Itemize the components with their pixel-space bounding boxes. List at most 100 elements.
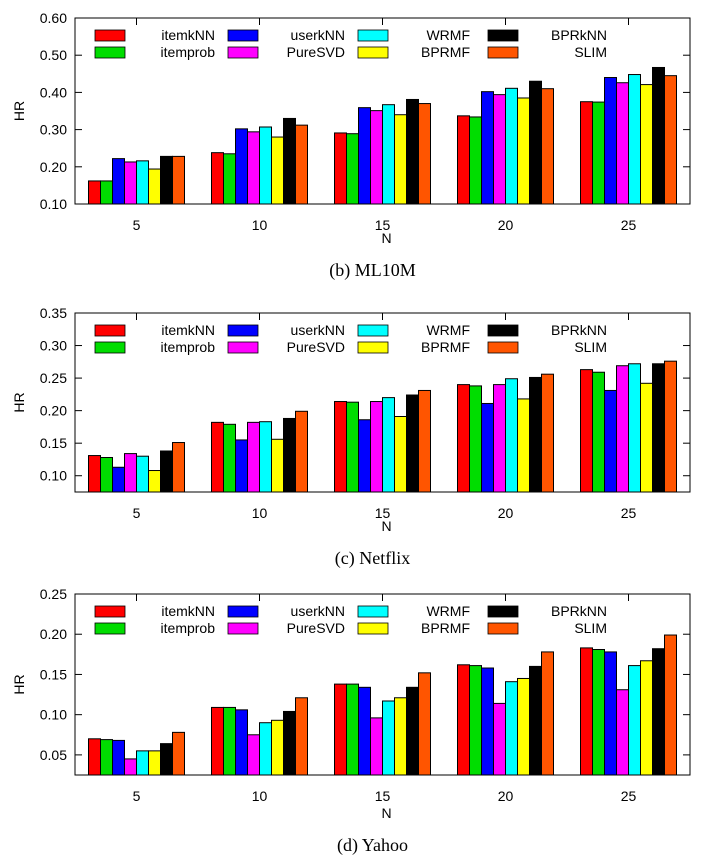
y-tick-label: 0.10 <box>40 196 67 212</box>
y-axis-label: HR <box>11 674 27 694</box>
y-tick-label: 0.15 <box>40 666 67 682</box>
bar-userknn-n15 <box>358 419 371 493</box>
y-axis-label: HR <box>11 392 27 412</box>
bar-puresvd-n5 <box>124 758 137 776</box>
bar-bprmf-n5 <box>148 470 161 493</box>
bar-userknn-n10 <box>235 128 248 205</box>
bar-itemknn-n10 <box>211 421 224 493</box>
bar-userknn-n20 <box>481 667 494 776</box>
legend-swatch-bprknn <box>487 29 519 42</box>
bar-itemprob-n25 <box>592 101 605 205</box>
legend-label-itemprob: itemprob <box>161 44 216 60</box>
bar-itemknn-n25 <box>580 369 593 493</box>
chart-caption: (d) Yahoo <box>337 835 408 856</box>
bar-puresvd-n20 <box>493 94 506 205</box>
bar-slim-n15 <box>418 672 431 776</box>
bar-bprknn-n15 <box>406 98 419 205</box>
bar-slim-n10 <box>295 410 308 493</box>
bar-wrmf-n10 <box>259 126 272 205</box>
bar-wrmf-n25 <box>628 74 641 205</box>
y-tick-label: 0.10 <box>40 468 67 484</box>
legend-swatch-itemprob <box>94 622 126 635</box>
bar-itemprob-n10 <box>223 423 236 493</box>
bar-bprmf-n25 <box>640 84 653 205</box>
bar-wrmf-n10 <box>259 421 272 493</box>
bar-userknn-n10 <box>235 439 248 493</box>
legend-label-slim: SLIM <box>574 44 607 60</box>
bar-userknn-n25 <box>604 651 617 776</box>
x-axis-label: N <box>381 230 391 246</box>
bar-itemprob-n20 <box>469 116 482 205</box>
x-tick-label: 10 <box>252 217 268 233</box>
legend-label-itemknn: itemkNN <box>161 27 215 43</box>
bar-bprmf-n5 <box>148 750 161 776</box>
bar-itemknn-n10 <box>211 152 224 205</box>
bar-wrmf-n25 <box>628 363 641 493</box>
bar-puresvd-n15 <box>370 110 383 205</box>
bar-wrmf-n25 <box>628 665 641 776</box>
bar-slim-n25 <box>664 634 677 776</box>
legend-swatch-bprmf <box>357 622 389 635</box>
bar-itemknn-n15 <box>334 401 347 493</box>
legend-swatch-userknn <box>227 324 259 337</box>
legend-swatch-bprknn <box>487 324 519 337</box>
bar-itemprob-n25 <box>592 649 605 776</box>
bar-bprmf-n25 <box>640 660 653 776</box>
x-tick-label: 25 <box>621 217 637 233</box>
bar-itemknn-n15 <box>334 683 347 776</box>
bar-puresvd-n20 <box>493 384 506 493</box>
bar-bprmf-n15 <box>394 697 407 776</box>
chart-panel-netflix: 0.10 0.15 0.20 0.25 0.30 0.35 HR 5 10 15 20 25 Nitem… <box>11 305 691 569</box>
x-tick-label: 20 <box>498 505 514 521</box>
bar-bprmf-n25 <box>640 382 653 493</box>
x-tick-label: 10 <box>252 505 268 521</box>
legend-label-puresvd: PureSVD <box>287 44 345 60</box>
bar-itemprob-n5 <box>100 739 113 776</box>
bar-wrmf-n5 <box>136 750 149 776</box>
bar-wrmf-n10 <box>259 722 272 776</box>
bar-itemprob-n10 <box>223 153 236 205</box>
legend-label-userknn: userkNN <box>291 27 345 43</box>
bar-itemknn-n20 <box>457 115 470 205</box>
bar-puresvd-n5 <box>124 453 137 493</box>
legend-label-wrmf: WRMF <box>426 603 470 619</box>
bar-wrmf-n15 <box>382 104 395 205</box>
bar-bprknn-n15 <box>406 686 419 776</box>
legend-swatch-userknn <box>227 29 259 42</box>
y-tick-label: 0.05 <box>40 747 67 763</box>
legend-label-bprknn: BPRkNN <box>551 603 607 619</box>
bar-userknn-n25 <box>604 77 617 205</box>
bar-bprmf-n10 <box>271 438 284 493</box>
x-axis-label: N <box>381 518 391 534</box>
legend-swatch-wrmf <box>357 29 389 42</box>
legend-swatch-slim <box>487 341 519 354</box>
bar-slim-n5 <box>172 155 185 205</box>
bar-userknn-n20 <box>481 402 494 493</box>
bar-itemknn-n10 <box>211 706 224 776</box>
bar-slim-n15 <box>418 103 431 205</box>
chart-caption: (c) Netflix <box>335 548 410 569</box>
bar-bprknn-n5 <box>160 743 173 776</box>
bar-bprknn-n20 <box>529 665 542 776</box>
legend-label-itemknn: itemkNN <box>161 322 215 338</box>
legend-swatch-puresvd <box>227 622 259 635</box>
bar-bprknn-n15 <box>406 394 419 493</box>
bar-itemknn-n15 <box>334 132 347 205</box>
bar-itemprob-n5 <box>100 180 113 205</box>
legend-label-itemprob: itemprob <box>161 339 216 355</box>
bar-bprmf-n20 <box>517 677 530 776</box>
y-tick-label: 0.30 <box>40 338 67 354</box>
y-tick-label: 0.10 <box>40 707 67 723</box>
bar-itemprob-n20 <box>469 665 482 776</box>
bar-bprmf-n15 <box>394 114 407 205</box>
bar-itemknn-n20 <box>457 664 470 776</box>
bar-itemknn-n25 <box>580 647 593 776</box>
bar-bprmf-n10 <box>271 719 284 776</box>
y-tick-label: 0.40 <box>40 84 67 100</box>
legend-label-bprmf: BPRMF <box>421 339 470 355</box>
bar-slim-n15 <box>418 389 431 493</box>
bar-bprmf-n20 <box>517 398 530 493</box>
y-tick-label: 0.25 <box>40 586 67 602</box>
bar-userknn-n5 <box>112 739 125 776</box>
y-axis-label: HR <box>11 101 27 121</box>
